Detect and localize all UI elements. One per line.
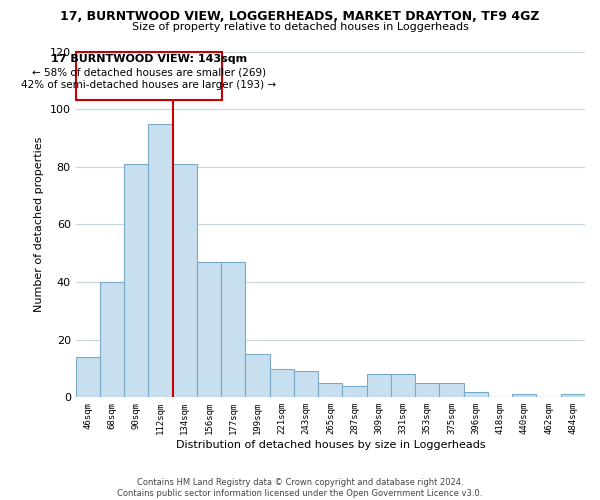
- Bar: [318, 383, 343, 398]
- Bar: [439, 383, 464, 398]
- Bar: [294, 372, 318, 398]
- Bar: [391, 374, 415, 398]
- Bar: [245, 354, 270, 398]
- Text: 17 BURNTWOOD VIEW: 143sqm: 17 BURNTWOOD VIEW: 143sqm: [51, 54, 247, 64]
- Bar: [148, 124, 173, 398]
- Text: Size of property relative to detached houses in Loggerheads: Size of property relative to detached ho…: [131, 22, 469, 32]
- Bar: [512, 394, 536, 398]
- Text: Contains HM Land Registry data © Crown copyright and database right 2024.
Contai: Contains HM Land Registry data © Crown c…: [118, 478, 482, 498]
- Bar: [173, 164, 197, 398]
- Bar: [270, 368, 294, 398]
- X-axis label: Distribution of detached houses by size in Loggerheads: Distribution of detached houses by size …: [176, 440, 485, 450]
- Bar: [124, 164, 148, 398]
- Bar: [464, 392, 488, 398]
- Text: 17, BURNTWOOD VIEW, LOGGERHEADS, MARKET DRAYTON, TF9 4GZ: 17, BURNTWOOD VIEW, LOGGERHEADS, MARKET …: [60, 10, 540, 23]
- Bar: [343, 386, 367, 398]
- Bar: [415, 383, 439, 398]
- Y-axis label: Number of detached properties: Number of detached properties: [34, 136, 44, 312]
- Bar: [221, 262, 245, 398]
- Text: 42% of semi-detached houses are larger (193) →: 42% of semi-detached houses are larger (…: [22, 80, 277, 90]
- Bar: [561, 394, 585, 398]
- Bar: [367, 374, 391, 398]
- Bar: [76, 357, 100, 398]
- Bar: [100, 282, 124, 398]
- FancyBboxPatch shape: [76, 52, 221, 100]
- Text: ← 58% of detached houses are smaller (269): ← 58% of detached houses are smaller (26…: [32, 68, 266, 78]
- Bar: [197, 262, 221, 398]
